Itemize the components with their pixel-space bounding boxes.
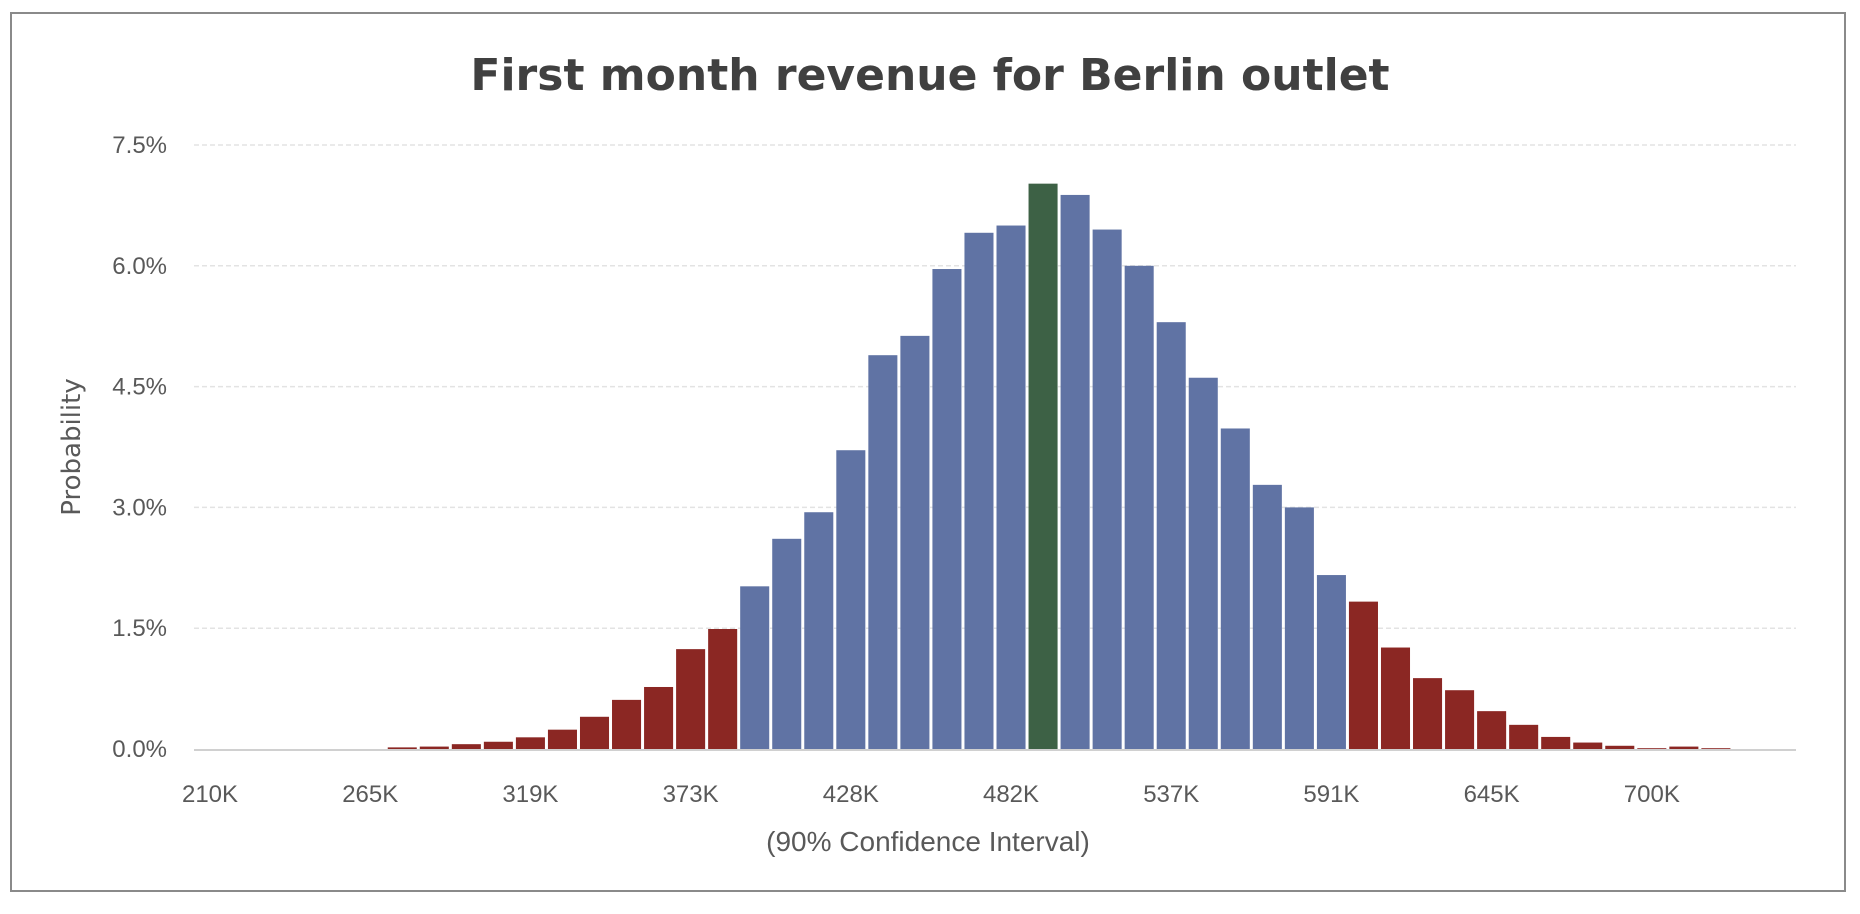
histogram-bar-ci: [1156, 322, 1186, 749]
x-tick-label: 537K: [1143, 781, 1199, 808]
histogram-bar-tail: [1701, 748, 1731, 749]
histogram-bar-ci: [868, 355, 898, 749]
histogram-bar-tail: [1669, 746, 1699, 749]
y-tick-label: 7.5%: [112, 132, 167, 159]
histogram-bar-ci: [740, 586, 770, 749]
histogram-bar-tail: [387, 747, 417, 749]
x-tick-label: 265K: [342, 781, 398, 808]
histogram-bar-ci: [1284, 507, 1314, 749]
y-tick-label: 1.5%: [112, 615, 167, 642]
histogram-bar-tail: [1380, 647, 1411, 749]
x-tick-label: 591K: [1303, 781, 1359, 808]
histogram-bar-ci: [932, 269, 962, 749]
chart-title: First month revenue for Berlin outlet: [470, 50, 1390, 101]
y-tick-label: 4.5%: [112, 374, 167, 401]
x-tick-label: 428K: [823, 781, 879, 808]
x-tick-label: 210K: [182, 781, 238, 808]
histogram-bar-tail: [644, 686, 674, 749]
histogram-bar-ci: [996, 225, 1026, 750]
histogram-bar-ci: [1124, 265, 1154, 749]
histogram-bar-tail: [708, 629, 738, 749]
histogram-bar-tail: [1413, 678, 1443, 749]
histogram-bar-ci: [1188, 377, 1218, 749]
x-tick-label: 700K: [1624, 781, 1680, 808]
histogram-bar-tail: [676, 649, 706, 749]
histogram-bar-tail: [1637, 748, 1667, 749]
histogram-bar-ci: [1092, 229, 1122, 749]
histogram-bar-tail: [1605, 745, 1635, 749]
histogram-bar-peak: [1028, 183, 1058, 749]
histogram-bar-ci: [1220, 428, 1250, 749]
histogram-bar-ci: [804, 512, 834, 749]
x-axis-title: (90% Confidence Interval): [766, 826, 1090, 857]
y-tick-label: 0.0%: [112, 736, 167, 763]
histogram-bar-ci: [1252, 484, 1282, 749]
histogram-bar-ci: [964, 232, 994, 750]
x-tick-label: 319K: [502, 781, 558, 808]
histogram-bar-ci: [772, 538, 802, 749]
y-tick-label: 3.0%: [112, 494, 167, 521]
histogram-bar-tail: [1509, 724, 1539, 749]
histogram-bar-tail: [1541, 736, 1571, 749]
y-tick-label: 6.0%: [112, 253, 167, 280]
chart-frame: [10, 12, 1846, 892]
histogram-bar-tail: [1573, 742, 1603, 749]
histogram-bar-ci: [836, 450, 866, 749]
histogram-bar-tail: [419, 746, 449, 749]
histogram-bar-tail: [515, 737, 545, 749]
histogram-bar-tail: [612, 699, 642, 749]
histogram-bar-tail: [451, 744, 481, 749]
histogram-bar-ci: [1060, 194, 1090, 749]
x-tick-label: 482K: [983, 781, 1039, 808]
histogram-bar-tail: [1445, 690, 1475, 749]
x-tick-label: 645K: [1464, 781, 1520, 808]
histogram-bar-tail: [547, 729, 577, 749]
histogram-bar-tail: [483, 741, 513, 749]
histogram-bar-tail: [1477, 711, 1507, 749]
histogram-bar-ci: [1316, 575, 1346, 749]
x-tick-label: 373K: [663, 781, 719, 808]
histogram-bar-tail: [579, 716, 610, 749]
histogram-bar-ci: [900, 335, 930, 749]
histogram-bar-tail: [1348, 601, 1378, 749]
